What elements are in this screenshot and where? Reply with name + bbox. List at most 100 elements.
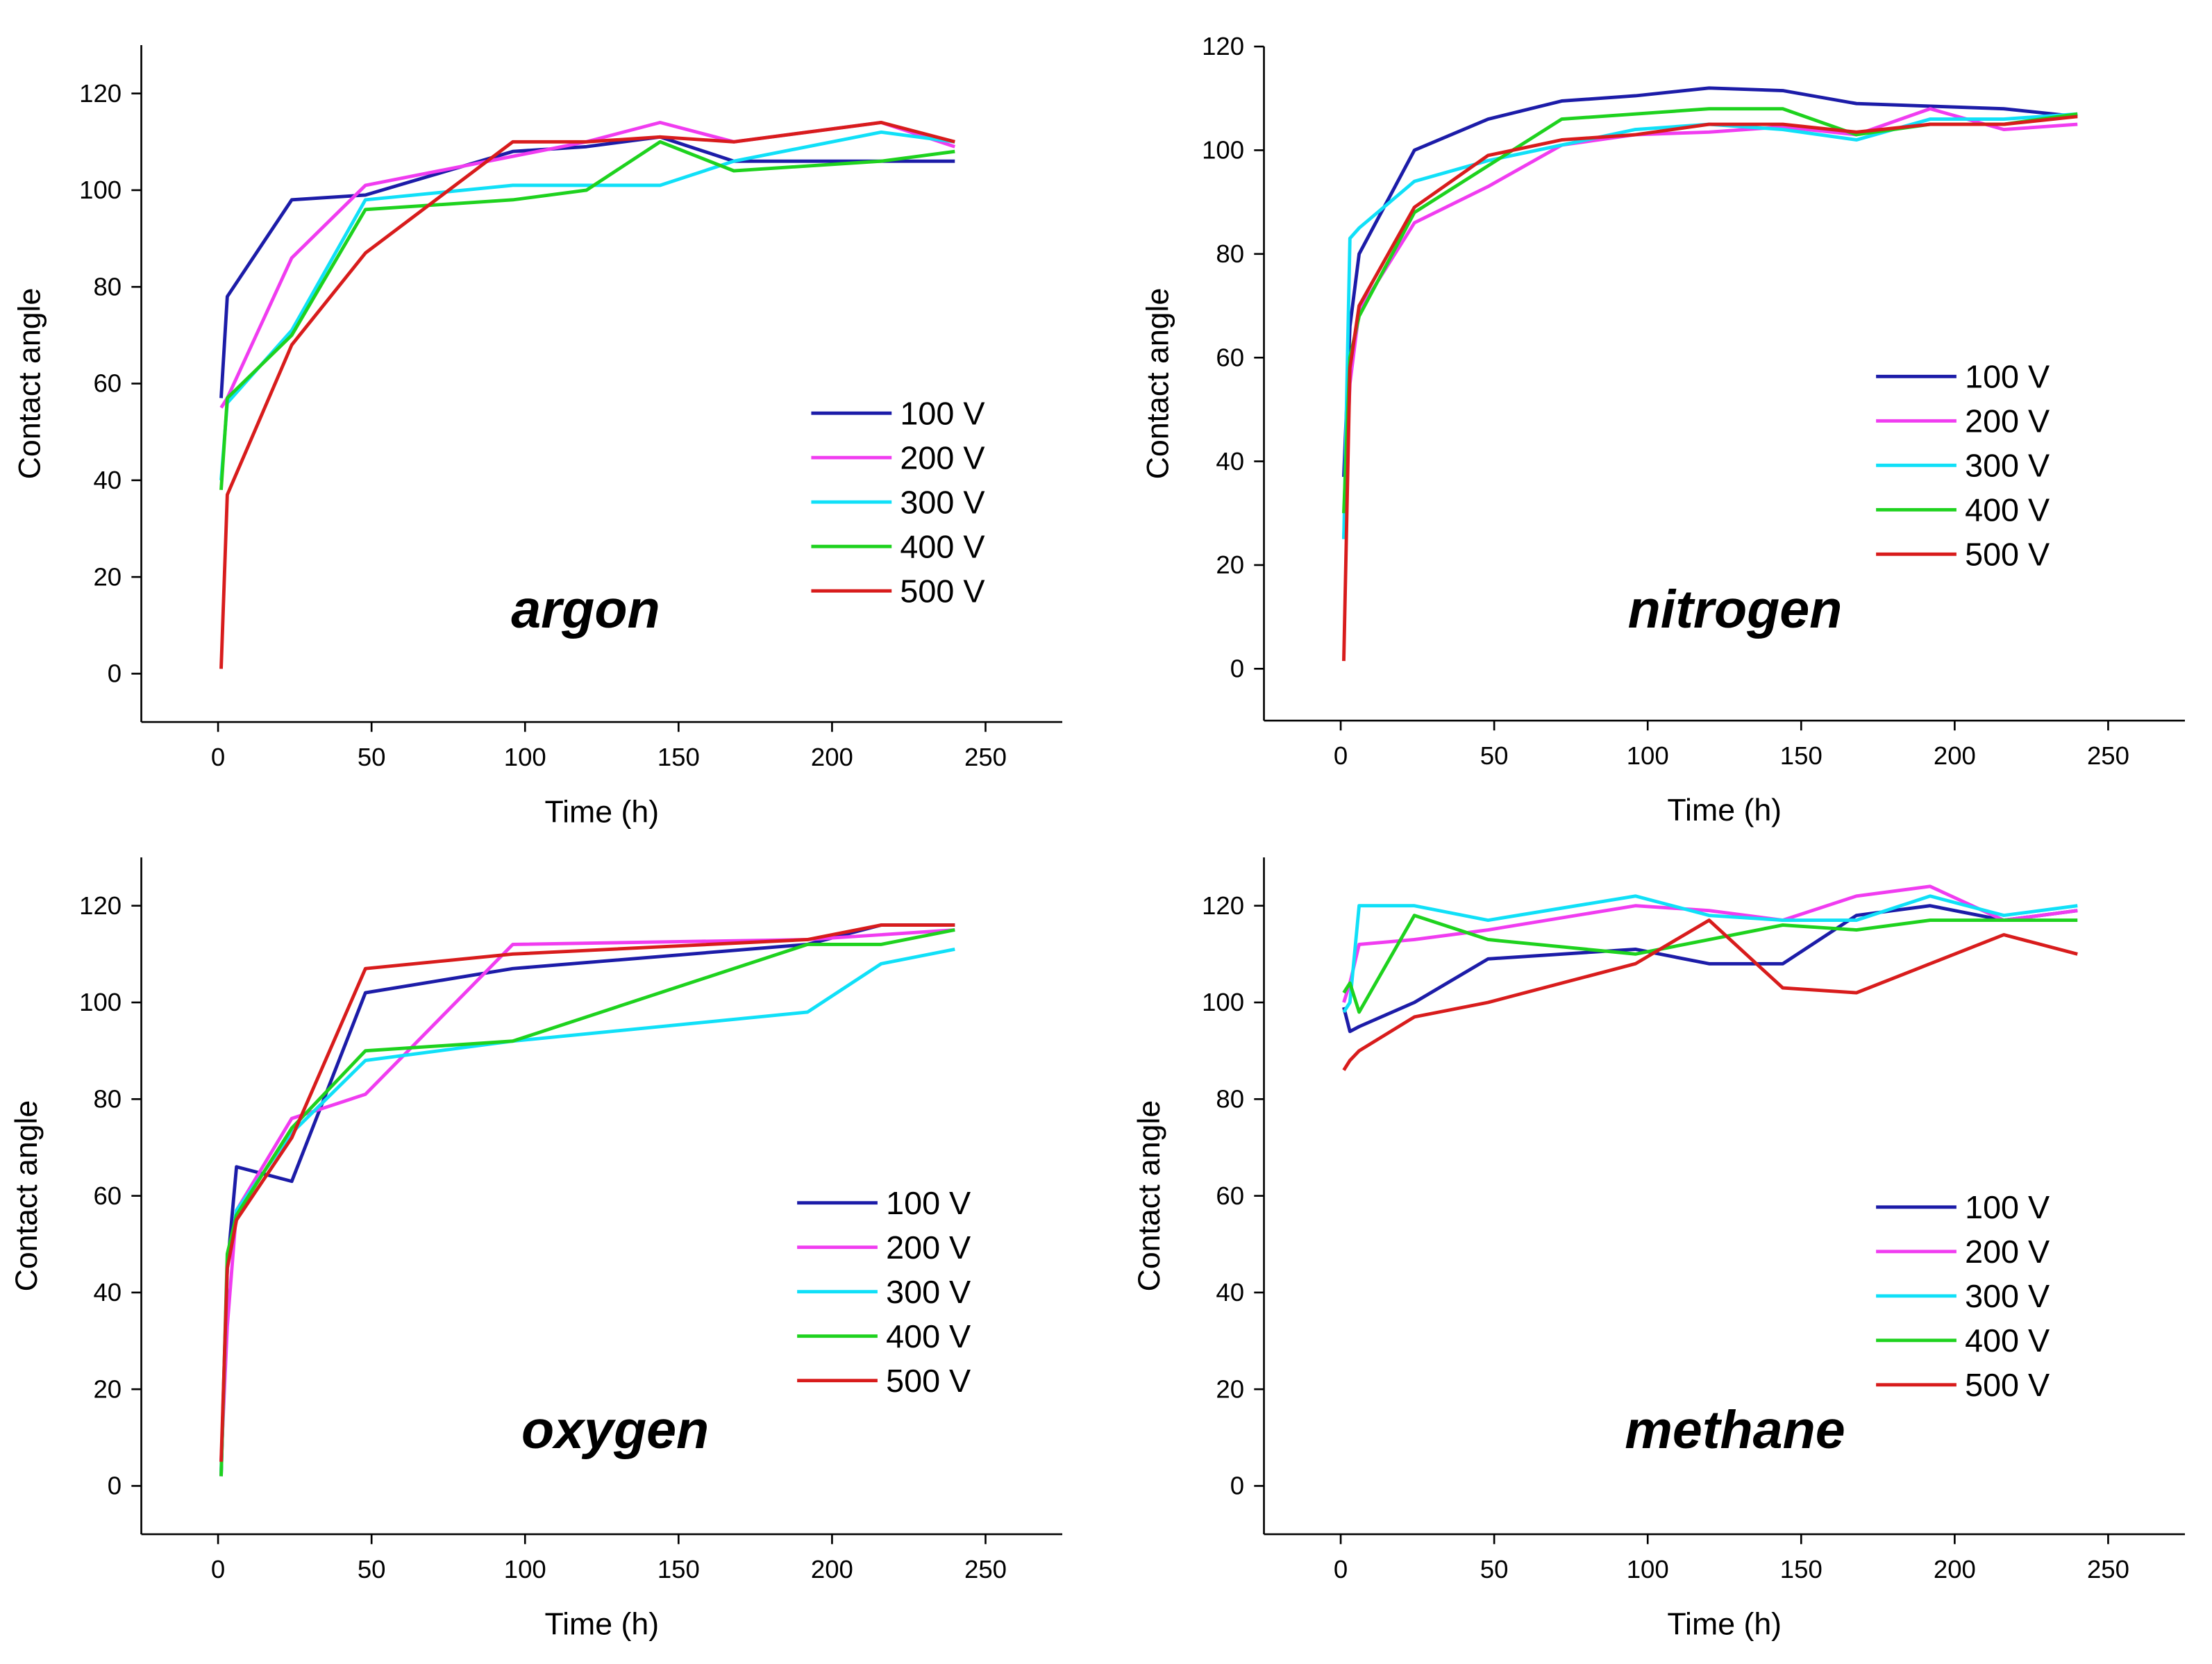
data-line	[1342, 894, 2078, 1014]
y-axis-label: Contact angle	[10, 1100, 44, 1292]
x-tick-label: 200	[811, 743, 853, 771]
data-line	[219, 923, 955, 1462]
data-line	[219, 947, 955, 1472]
x-tick-label: 150	[657, 1555, 700, 1583]
y-tick-label: 100	[1202, 136, 1244, 165]
legend-label: 100 V	[1965, 1189, 2050, 1225]
x-axis-label: Time (h)	[1667, 793, 1782, 827]
x-tick-label: 0	[1334, 741, 1348, 770]
y-axis-label: Contact angle	[1132, 1100, 1166, 1292]
x-tick-label: 100	[1627, 741, 1669, 770]
y-tick-label: 20	[1216, 1375, 1244, 1403]
data-line	[219, 140, 955, 490]
data-line	[1342, 112, 2078, 539]
y-tick-label: 100	[79, 176, 122, 204]
y-tick-label: 100	[79, 988, 122, 1016]
chart-panel: 0 20 40 60 80 100 120 0 50 100 150 200 250 Time (h) Co…	[12, 45, 1063, 829]
y-tick-label: 60	[93, 369, 122, 398]
legend-label: 100 V	[900, 395, 984, 431]
legend-label: 400 V	[1965, 492, 2050, 528]
chart-panel: 0 20 40 60 80 100 120 0 50 100 150 200 250 Time (h) Co…	[10, 857, 1063, 1641]
legend-label: 300 V	[1965, 1278, 2050, 1314]
y-tick-label: 80	[1216, 239, 1244, 268]
legend-label: 500 V	[900, 573, 984, 609]
data-line	[1342, 115, 2078, 662]
x-tick-label: 50	[1480, 741, 1509, 770]
y-tick-label: 0	[108, 659, 122, 688]
chart-title: oxygen	[521, 1400, 709, 1460]
y-tick-label: 0	[1230, 655, 1244, 683]
legend-label: 200 V	[900, 439, 984, 476]
y-axis-label: Contact angle	[1141, 288, 1175, 480]
legend-label: 500 V	[1965, 537, 2050, 573]
x-tick-label: 200	[811, 1555, 853, 1583]
x-tick-label: 200	[1934, 1555, 1976, 1583]
chart-title: nitrogen	[1628, 580, 1843, 639]
data-line	[1342, 904, 2078, 1034]
y-tick-label: 120	[1202, 32, 1244, 60]
legend-label: 200 V	[1965, 1234, 2050, 1270]
data-line	[1342, 884, 2078, 1003]
chart-panel: 0 20 40 60 80 100 120 0 50 100 150 200 250 Time (h) Co…	[1132, 857, 2185, 1641]
y-tick-label: 120	[79, 79, 122, 108]
y-tick-label: 100	[1202, 988, 1244, 1016]
x-tick-label: 50	[358, 743, 386, 771]
chart-title: methane	[1625, 1400, 1845, 1460]
y-tick-label: 40	[1216, 447, 1244, 476]
legend-label: 400 V	[900, 528, 984, 564]
x-tick-label: 50	[358, 1555, 386, 1583]
x-tick-label: 200	[1934, 741, 1976, 770]
y-tick-label: 60	[1216, 343, 1244, 371]
legend-label: 100 V	[886, 1185, 971, 1221]
legend-label: 300 V	[900, 484, 984, 520]
y-tick-label: 40	[1216, 1278, 1244, 1306]
legend-label: 400 V	[1965, 1322, 2050, 1359]
x-tick-label: 250	[964, 743, 1007, 771]
x-axis-label: Time (h)	[544, 1607, 659, 1641]
legend-label: 300 V	[886, 1274, 971, 1310]
y-tick-label: 80	[1216, 1084, 1244, 1113]
legend-label: 100 V	[1965, 359, 2050, 395]
legend-label: 500 V	[886, 1363, 971, 1399]
y-tick-label: 80	[93, 1084, 122, 1113]
y-tick-label: 0	[108, 1472, 122, 1500]
x-tick-label: 150	[1780, 741, 1823, 770]
data-line	[219, 130, 955, 481]
x-axis-label: Time (h)	[1667, 1607, 1782, 1641]
x-tick-label: 250	[2087, 741, 2129, 770]
y-tick-label: 60	[1216, 1182, 1244, 1210]
y-tick-label: 40	[93, 466, 122, 494]
chart-panel: 0 20 40 60 80 100 120 0 50 100 150 200 250 Time (h) Co…	[1141, 32, 2185, 827]
legend-label: 200 V	[1965, 403, 2050, 439]
data-line	[1342, 918, 2078, 1071]
data-line	[1342, 86, 2078, 478]
x-tick-label: 100	[504, 1555, 546, 1583]
data-line	[1342, 914, 2078, 1014]
x-tick-label: 150	[1780, 1555, 1823, 1583]
y-tick-label: 60	[93, 1182, 122, 1210]
x-tick-label: 100	[504, 743, 546, 771]
x-tick-label: 0	[211, 1555, 225, 1583]
legend-label: 200 V	[886, 1229, 971, 1266]
data-line	[219, 923, 955, 1477]
chart-title: argon	[511, 580, 660, 639]
y-tick-label: 0	[1230, 1472, 1244, 1500]
x-tick-label: 0	[211, 743, 225, 771]
legend-label: 500 V	[1965, 1367, 2050, 1403]
y-tick-label: 80	[93, 272, 122, 301]
y-tick-label: 20	[93, 562, 122, 591]
y-tick-label: 20	[1216, 551, 1244, 579]
x-tick-label: 150	[657, 743, 700, 771]
data-line	[219, 928, 955, 1477]
x-tick-label: 0	[1334, 1555, 1348, 1583]
x-tick-label: 250	[964, 1555, 1007, 1583]
x-tick-label: 50	[1480, 1555, 1509, 1583]
legend-label: 400 V	[886, 1318, 971, 1354]
y-tick-label: 20	[93, 1375, 122, 1403]
data-line	[219, 121, 955, 669]
data-line	[219, 928, 955, 1462]
x-axis-label: Time (h)	[544, 795, 659, 829]
y-tick-label: 120	[79, 891, 122, 920]
y-tick-label: 120	[1202, 891, 1244, 920]
